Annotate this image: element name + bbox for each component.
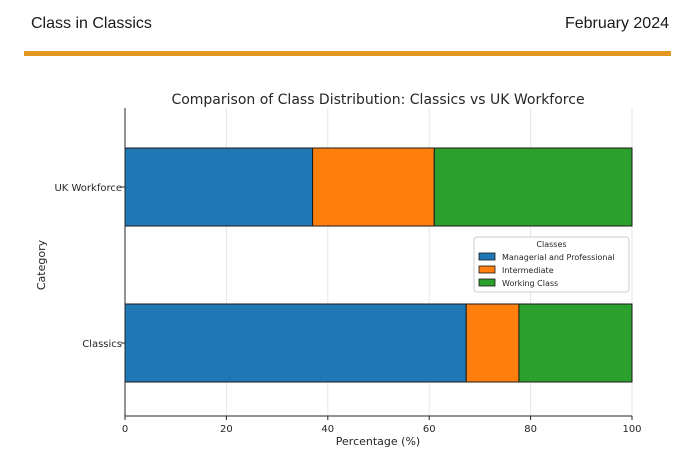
chart-title: Comparison of Class Distribution: Classi… (171, 92, 584, 108)
bar-segment (124, 147, 314, 227)
bars-layer (124, 147, 633, 383)
legend-label: Managerial and Professional (502, 253, 615, 262)
bar-segment (312, 147, 435, 227)
y-tick-label: UK Workforce (54, 183, 122, 194)
document-header: Class in Classics February 2024 (0, 0, 699, 60)
y-axis-label: Category (35, 239, 48, 290)
legend-label: Intermediate (502, 266, 554, 275)
x-tick-label: 100 (622, 424, 641, 435)
legend-swatch (478, 265, 496, 274)
legend-frame (473, 236, 630, 293)
header-rule (24, 51, 671, 56)
legend-label: Working Class (502, 279, 558, 288)
x-tick-label: 20 (220, 424, 233, 435)
legend-swatch (478, 252, 496, 261)
y-ticks: UK Workforce Classics (54, 183, 125, 350)
x-tick-label: 0 (122, 424, 128, 435)
legend: Classes Managerial and Professional Interm… (473, 236, 630, 293)
legend-swatch (478, 278, 496, 287)
bar-segment (433, 147, 633, 227)
x-axis-label: Percentage (%) (336, 435, 420, 448)
legend-title: Classes (536, 240, 566, 249)
x-tick-label: 40 (321, 424, 334, 435)
bar-segment (518, 303, 633, 383)
document-date: February 2024 (564, 15, 669, 32)
x-ticks: 0 20 40 60 80 100 (122, 416, 642, 435)
y-tick-label: Classics (82, 339, 122, 350)
x-tick-label: 60 (423, 424, 436, 435)
x-tick-label: 80 (524, 424, 537, 435)
bar-segment (465, 303, 520, 383)
bar-segment (124, 303, 467, 383)
document-title: Class in Classics (31, 15, 152, 32)
